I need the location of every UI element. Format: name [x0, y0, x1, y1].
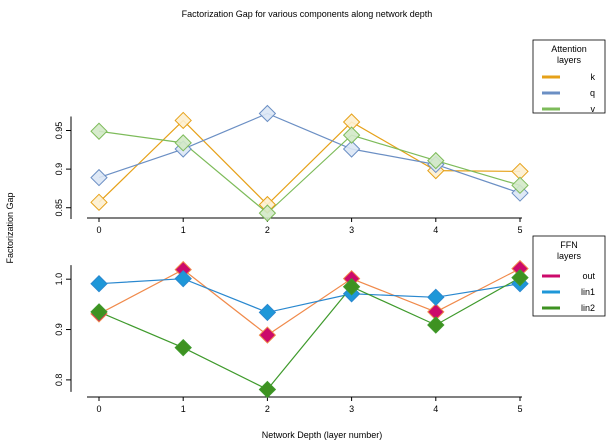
- data-point-q: [342, 140, 361, 158]
- data-point-lin2: [427, 316, 445, 334]
- y-tick-label: 1.0: [54, 273, 64, 286]
- x-tick-label: 0: [96, 404, 101, 414]
- data-point-lin1: [174, 269, 192, 288]
- y-tick-label: 0.95: [54, 122, 64, 140]
- legend-label-v: v: [591, 104, 596, 114]
- x-tick-label: 5: [517, 225, 522, 235]
- series-line-k: [98, 119, 521, 206]
- series-line-lin1: [98, 278, 521, 314]
- data-point-out: [258, 326, 277, 344]
- x-tick-label: 3: [349, 225, 354, 235]
- data-point-lin2: [258, 380, 277, 399]
- y-tick-label: 0.9: [54, 163, 64, 176]
- data-point-v: [258, 204, 277, 222]
- series-line-out: [98, 268, 521, 336]
- series-line-lin2: [98, 277, 521, 391]
- data-point-v: [342, 126, 361, 144]
- data-point-q: [258, 104, 277, 123]
- data-point-q: [90, 168, 108, 187]
- x-tick-label: 5: [517, 404, 522, 414]
- x-tick-label: 0: [96, 225, 101, 235]
- data-point-v: [427, 151, 445, 170]
- data-point-lin2: [90, 303, 108, 321]
- data-point-lin1: [90, 275, 108, 293]
- data-point-lin2: [511, 268, 529, 287]
- data-point-lin1: [427, 288, 445, 307]
- legend-subtitle: layers: [557, 251, 582, 261]
- data-point-k: [90, 193, 108, 212]
- legend-label-k: k: [591, 72, 596, 82]
- data-point-v: [511, 176, 529, 195]
- data-point-lin2: [342, 278, 361, 296]
- legend-label-q: q: [590, 88, 595, 98]
- series-line-v: [98, 130, 521, 214]
- y-tick-label: 0.9: [54, 323, 64, 336]
- y-tick-label: 0.8: [54, 374, 64, 387]
- x-tick-label: 4: [433, 225, 438, 235]
- y-tick-label: 0.85: [54, 199, 64, 217]
- x-axis-label: Network Depth (layer number): [262, 430, 383, 440]
- legend-title: Attention: [551, 44, 587, 54]
- x-tick-label: 2: [265, 225, 270, 235]
- legend-title: FFN: [560, 240, 578, 250]
- data-point-lin2: [174, 338, 192, 357]
- data-point-k: [174, 111, 192, 130]
- x-tick-label: 3: [349, 404, 354, 414]
- legend-label-out: out: [582, 271, 595, 281]
- series-line-q: [98, 112, 521, 194]
- chart-title: Factorization Gap for various components…: [182, 9, 433, 19]
- legend-label-lin1: lin1: [581, 287, 595, 297]
- legend-label-lin2: lin2: [581, 303, 595, 313]
- x-tick-label: 4: [433, 404, 438, 414]
- data-point-v: [90, 122, 108, 140]
- x-tick-label: 2: [265, 404, 270, 414]
- data-point-v: [174, 134, 192, 152]
- x-tick-label: 1: [181, 404, 186, 414]
- y-axis-label: Factorization Gap: [5, 192, 15, 263]
- x-tick-label: 1: [181, 225, 186, 235]
- legend-subtitle: layers: [557, 55, 582, 65]
- data-point-lin1: [258, 303, 277, 322]
